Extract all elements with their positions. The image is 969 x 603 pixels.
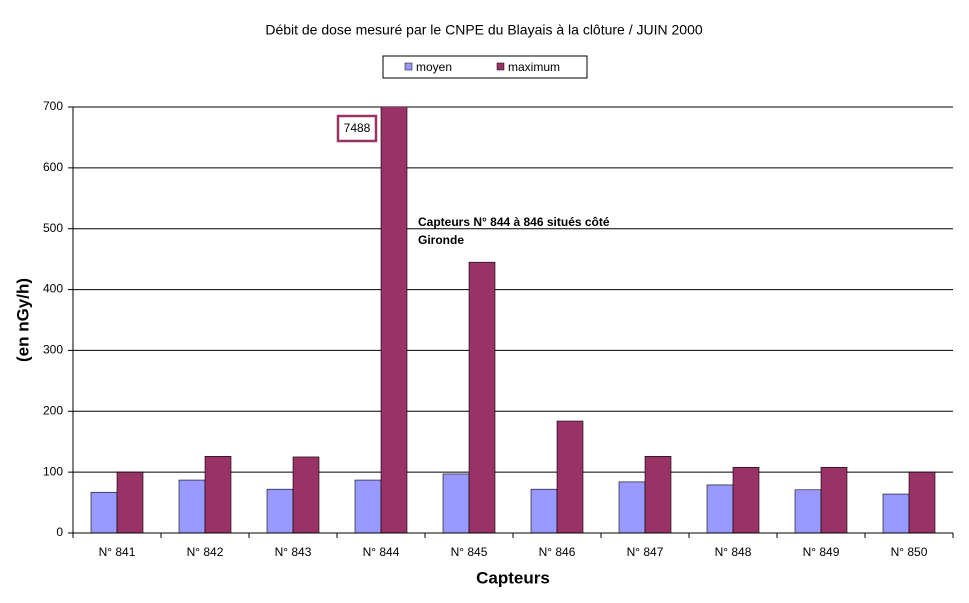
bar: [618, 481, 646, 533]
value-label: 7488: [344, 121, 371, 135]
x-tick-label: N° 850: [891, 545, 928, 559]
bar: [380, 107, 408, 533]
x-tick-label: N° 846: [539, 545, 576, 559]
bar: [468, 261, 496, 533]
bar: [116, 471, 144, 533]
y-tick-label: 300: [43, 343, 63, 357]
y-tick-label: 200: [43, 403, 63, 417]
bar: [292, 456, 320, 533]
y-tick-label: 0: [56, 525, 63, 539]
legend-swatch: [404, 62, 413, 71]
y-tick-label: 600: [43, 160, 63, 174]
bar: [820, 466, 848, 533]
legend-box: [382, 55, 588, 79]
legend-label: maximum: [508, 60, 560, 74]
legend-label: moyen: [416, 60, 452, 74]
x-tick-label: N° 841: [99, 545, 136, 559]
y-tick-label: 700: [43, 99, 63, 113]
x-tick-label: N° 848: [715, 545, 752, 559]
bar: [794, 489, 822, 533]
x-tick-label: N° 847: [627, 545, 664, 559]
bar: [908, 471, 936, 533]
x-tick-label: N° 843: [275, 545, 312, 559]
bar: [90, 491, 118, 533]
bar: [530, 488, 558, 533]
annotation: Capteurs N° 844 à 846 situés côté Girond…: [418, 215, 610, 247]
bar: [178, 479, 206, 533]
y-axis-label: (en nGy/h): [13, 278, 32, 362]
x-tick-label: N° 849: [803, 545, 840, 559]
y-tick-label: 100: [43, 464, 63, 478]
bar: [354, 479, 382, 533]
value-label-box: [336, 114, 378, 143]
bar: [882, 493, 910, 533]
bar: [732, 466, 760, 533]
bar: [706, 484, 734, 533]
legend-swatch: [496, 62, 505, 71]
plot-area: [90, 107, 936, 533]
bar: [266, 488, 294, 533]
chart-title: Débit de dose mesuré par le CNPE du Blay…: [265, 22, 703, 38]
bar: [442, 473, 470, 533]
y-tick-label: 400: [43, 282, 63, 296]
bar: [556, 420, 584, 533]
x-tick-label: N° 845: [451, 545, 488, 559]
bar: [204, 456, 232, 533]
x-axis-label: Capteurs: [476, 568, 550, 587]
x-tick-label: N° 842: [187, 545, 224, 559]
y-tick-label: 500: [43, 221, 63, 235]
bar: [644, 456, 672, 533]
x-tick-label: N° 844: [363, 545, 400, 559]
